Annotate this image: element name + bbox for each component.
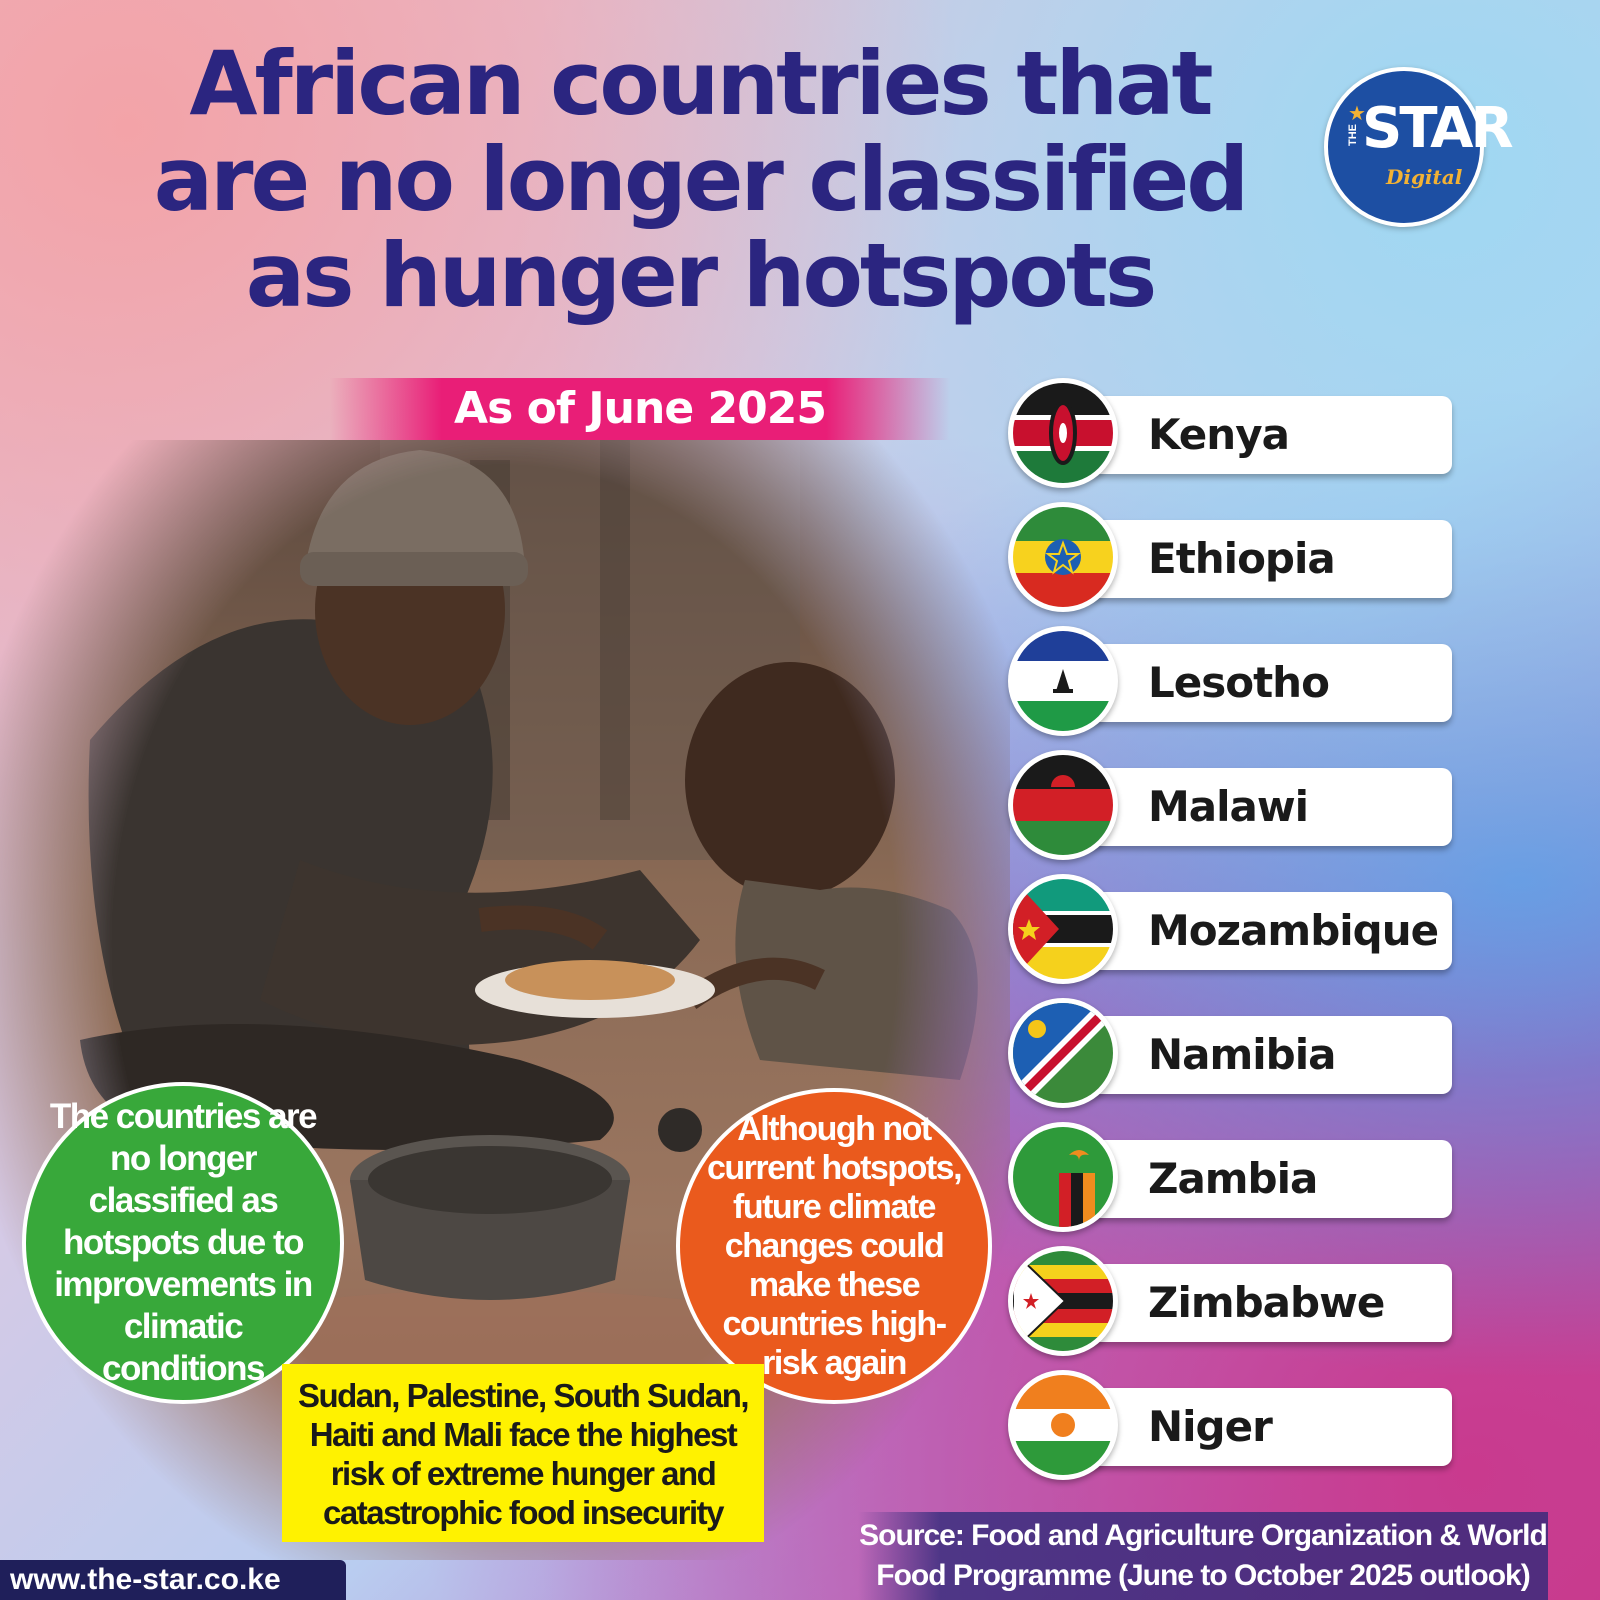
country-name: Lesotho	[1148, 658, 1330, 707]
country-name: Ethiopia	[1148, 534, 1336, 583]
list-item: Mozambique	[1008, 874, 1468, 984]
zimbabwe-flag-icon	[1008, 1246, 1118, 1356]
country-pill: Mozambique	[1048, 892, 1452, 970]
risk-callout: Although not current hotspots, future cl…	[676, 1088, 992, 1404]
country-name: Zambia	[1148, 1154, 1318, 1203]
country-name: Mozambique	[1148, 906, 1439, 955]
improvement-callout-text: The countries are no longer classified a…	[49, 1097, 318, 1388]
malawi-flag-icon	[1008, 750, 1118, 860]
title-line-2: are no longer classified	[153, 128, 1250, 231]
logo-the: THE	[1347, 124, 1359, 146]
list-item: Zimbabwe	[1008, 1246, 1468, 1356]
highest-risk-text: Sudan, Palestine, South Sudan, Haiti and…	[297, 1377, 750, 1531]
list-item: Ethiopia	[1008, 502, 1468, 612]
source-credit: Source: Food and Agriculture Organizatio…	[858, 1512, 1548, 1600]
kenya-flag-icon	[1008, 378, 1118, 488]
list-item: Kenya	[1008, 378, 1468, 488]
namibia-flag-icon	[1008, 998, 1118, 1108]
page-title: African countries that are no longer cla…	[100, 36, 1300, 324]
country-name: Niger	[1148, 1402, 1273, 1451]
country-name: Kenya	[1148, 410, 1290, 459]
title-line-3: as hunger hotspots	[245, 224, 1157, 327]
source-line-1: Source: Food and Agriculture Organizatio…	[859, 1519, 1548, 1552]
lesotho-flag-icon	[1008, 626, 1118, 736]
list-item: Zambia	[1008, 1122, 1468, 1232]
title-line-1: African countries that	[189, 32, 1213, 135]
improvement-callout: The countries are no longer classified a…	[22, 1082, 344, 1404]
country-name: Zimbabwe	[1148, 1278, 1385, 1327]
star-icon: ★	[1348, 103, 1366, 125]
niger-flag-icon	[1008, 1370, 1118, 1480]
the-star-digital-logo: ★ THE STAR Digital	[1324, 67, 1514, 227]
date-banner: As of June 2025	[330, 378, 950, 440]
zambia-flag-icon	[1008, 1122, 1118, 1232]
list-item: Lesotho	[1008, 626, 1468, 736]
risk-callout-text: Although not current hotspots, future cl…	[706, 1109, 963, 1382]
country-name: Malawi	[1148, 782, 1309, 831]
ethiopia-flag-icon	[1008, 502, 1118, 612]
country-list: Kenya E	[1008, 378, 1468, 1508]
mozambique-flag-icon	[1008, 874, 1118, 984]
website-url: www.the-star.co.ke	[0, 1560, 346, 1600]
country-pill: Malawi	[1048, 768, 1452, 846]
country-name: Namibia	[1148, 1030, 1336, 1079]
list-item: Niger	[1008, 1370, 1468, 1480]
logo-main: STAR	[1362, 96, 1514, 161]
list-item: Malawi	[1008, 750, 1468, 860]
list-item: Namibia	[1008, 998, 1468, 1108]
logo-sub: Digital	[1386, 165, 1463, 189]
source-line-2: Food Programme (June to October 2025 out…	[876, 1559, 1530, 1592]
highest-risk-note: Sudan, Palestine, South Sudan, Haiti and…	[282, 1364, 764, 1542]
date-label: As of June 2025	[454, 383, 827, 434]
